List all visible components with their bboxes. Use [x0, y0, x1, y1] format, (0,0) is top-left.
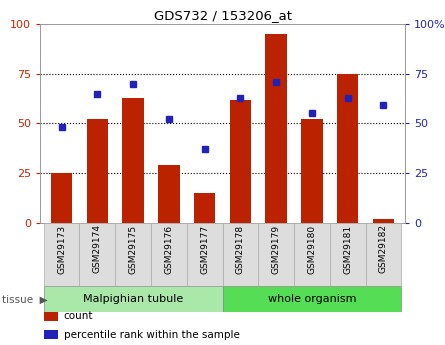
Text: GSM29174: GSM29174	[93, 225, 102, 274]
Text: tissue  ▶: tissue ▶	[2, 294, 48, 304]
Bar	[373, 219, 394, 223]
Text: percentile rank within the sample: percentile rank within the sample	[64, 329, 240, 339]
Text: GSM29177: GSM29177	[200, 225, 209, 274]
Bar	[87, 119, 108, 223]
Bar	[115, 223, 151, 286]
Bar	[230, 100, 251, 223]
Text: GSM29182: GSM29182	[379, 225, 388, 274]
Bar	[44, 286, 222, 312]
Bar	[366, 223, 401, 286]
Bar	[301, 119, 323, 223]
Text: GSM29179: GSM29179	[271, 225, 281, 274]
Bar	[187, 223, 222, 286]
Bar	[44, 223, 79, 286]
Text: GSM29178: GSM29178	[236, 225, 245, 274]
Text: GSM29181: GSM29181	[343, 225, 352, 274]
Bar	[79, 223, 115, 286]
Text: GSM29175: GSM29175	[129, 225, 138, 274]
Text: GSM29176: GSM29176	[164, 225, 174, 274]
Text: GDS732 / 153206_at: GDS732 / 153206_at	[154, 9, 291, 22]
Bar	[44, 330, 58, 339]
Bar	[44, 312, 58, 321]
Bar	[265, 34, 287, 223]
Bar	[194, 193, 215, 223]
Bar	[151, 223, 187, 286]
Bar	[222, 223, 258, 286]
Bar	[158, 165, 180, 223]
Text: GSM29173: GSM29173	[57, 225, 66, 274]
Bar	[222, 286, 401, 312]
Bar	[330, 223, 366, 286]
Text: count: count	[64, 312, 93, 322]
Bar	[122, 98, 144, 223]
Text: Malpighian tubule: Malpighian tubule	[83, 294, 183, 304]
Text: whole organism: whole organism	[268, 294, 356, 304]
Bar	[258, 223, 294, 286]
Text: GSM29180: GSM29180	[307, 225, 316, 274]
Bar	[337, 74, 358, 223]
Bar	[294, 223, 330, 286]
Bar	[51, 173, 72, 223]
